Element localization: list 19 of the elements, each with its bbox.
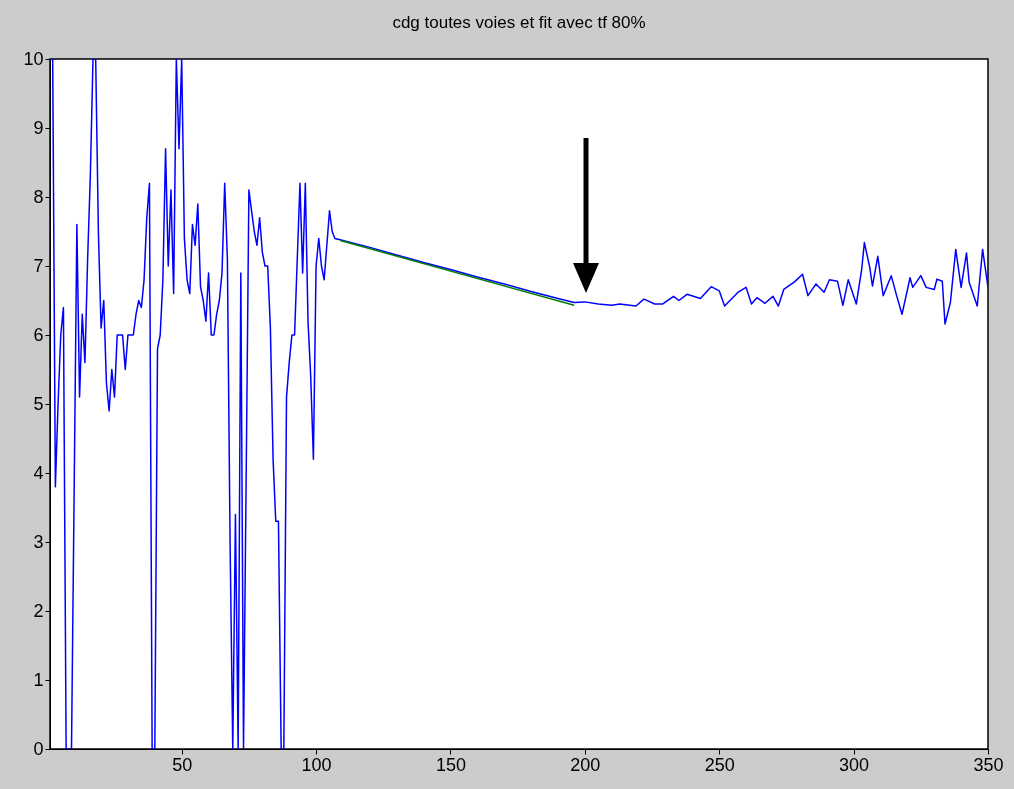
y-tick-label: 4: [33, 462, 44, 483]
y-tick-label: 9: [33, 117, 44, 138]
x-tick-label: 150: [435, 754, 466, 775]
y-tick-label: 3: [33, 531, 44, 552]
x-tick-label: 350: [973, 754, 1004, 775]
y-tick-label: 7: [33, 255, 44, 276]
x-tick-label: 50: [172, 754, 193, 775]
y-tick-label: 10: [23, 48, 44, 69]
x-tick-label: 200: [570, 754, 601, 775]
x-tick-label: 300: [839, 754, 870, 775]
chart-title: cdg toutes voies et fit avec tf 80%: [392, 13, 646, 32]
y-tick-label: 5: [33, 393, 44, 414]
y-tick-label: 2: [33, 600, 44, 621]
y-tick-label: 8: [33, 186, 44, 207]
y-tick-label: 1: [33, 669, 44, 690]
y-tick-label: 6: [33, 324, 44, 345]
x-tick-label: 250: [704, 754, 735, 775]
x-tick-label: 100: [301, 754, 332, 775]
y-tick-label: 0: [33, 738, 44, 759]
